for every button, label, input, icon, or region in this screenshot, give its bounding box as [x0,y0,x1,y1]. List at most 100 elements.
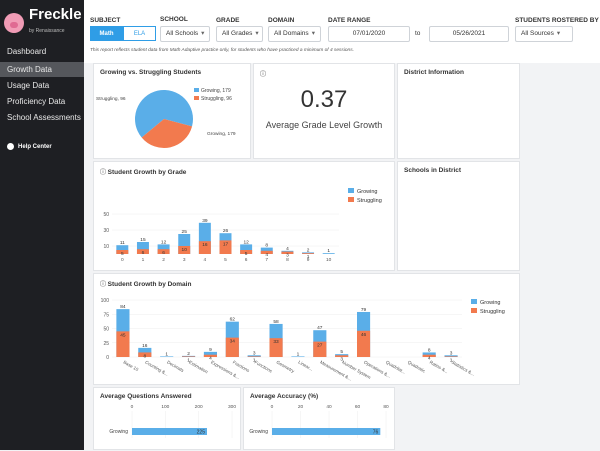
data-label-growing: 12 [161,239,167,245]
bar-struggling [422,354,436,357]
subject-math-button[interactable]: Math [90,26,123,41]
bar-growing [272,428,381,435]
info-icon[interactable]: ⓘ [260,72,267,78]
sidebar-item-dashboard[interactable]: Dashboard [7,47,47,56]
growth-by-grade-card: ⓘ Student Growth by Grade 10 30 50 11 5 0 15 6 1… [93,161,395,271]
sidebar-item-school-assessments[interactable]: School Assessments [7,113,81,122]
x-tick-label: 0 [131,404,134,410]
sidebar-item-usage-data[interactable]: Usage Data [7,81,50,90]
data-label-struggling: 34 [230,339,236,345]
bar-struggling [182,356,196,357]
date-from-input[interactable]: 07/01/2020 [328,26,410,42]
data-label-struggling: 33 [273,339,279,345]
x-tick-label: 6 [245,257,248,263]
legend-label-growing: Growing [480,300,500,306]
sidebar-item-proficiency-data[interactable]: Proficiency Data [7,97,66,106]
x-tick-label: Ratios &... [429,360,449,375]
pie-chart-title: Growing vs. Struggling Students [100,69,202,76]
subject-ela-button[interactable]: ELA [123,26,156,41]
x-tick-label: Geometry [276,360,296,375]
legend-label-struggling: Struggling [357,198,382,204]
bar-struggling [136,249,149,254]
freckle-logo[interactable]: Freckle by Renaissance [4,7,82,38]
bar-growing [178,234,191,254]
bar-growing [203,351,217,357]
data-label-growing: 62 [230,317,236,323]
legend-swatch-growing [348,188,354,193]
bar-struggling [203,354,217,357]
school-select[interactable]: All Schools [160,26,210,42]
data-label-growing: 25 [182,229,188,235]
x-tick-label: 7 [265,257,268,263]
data-label-growing: 5 [340,349,343,355]
subject-toggle: Math ELA [90,26,156,41]
x-tick-label: 0 [271,404,274,410]
average-accuracy-card: Average Accuracy (%) 0 20 40 60 80 Growing 76 [243,387,395,450]
date-to-input[interactable]: 05/26/2021 [429,26,509,42]
y-tick-label: 0 [106,355,109,361]
x-tick-label: 200 [195,404,203,410]
data-label-growing: 8 [265,243,268,249]
date-range-label: DATE RANGE [328,17,371,24]
bar-struggling [178,246,191,254]
sidebar-item-growth-data[interactable]: Growth Data [0,62,84,77]
bar-growing [116,245,129,254]
bar-growing [444,355,458,357]
data-label-struggling: 6 [142,250,145,256]
x-tick-label: 60 [355,404,361,410]
bar-growing [240,244,253,254]
data-label-struggling: 1 [307,254,310,260]
data-label-struggling: 17 [223,241,229,247]
school-label: SCHOOL [160,16,188,23]
district-information-title: District Information [404,69,464,76]
data-label-struggling: 27 [317,343,323,349]
report-note: This report reflects student data from M… [90,48,354,53]
y-category-label: Growing [249,429,268,435]
x-tick-label: Counting &... [144,360,169,377]
domain-select[interactable]: All Domains [268,26,321,42]
data-label-struggling: 4 [209,356,212,362]
info-icon[interactable]: ⓘ [100,282,108,288]
y-tick-label: 100 [101,298,110,304]
x-tick-label: 300 [228,404,236,410]
data-label-growing: 79 [361,307,367,313]
data-label-struggling: 10 [182,247,188,253]
grade-chart-title: Student Growth by Grade [107,169,187,176]
data-label-growing: 12 [243,239,249,245]
x-tick-label: 20 [298,404,304,410]
bar-growing [247,355,261,357]
y-tick-label: 50 [103,212,109,218]
x-tick-label: 80 [383,404,389,410]
data-label-growing: 1 [327,248,330,254]
help-center-link[interactable]: Help Center [7,143,52,150]
grade-select[interactable]: All Grades [216,26,263,42]
data-label-struggling: 8 [143,353,146,359]
data-label-growing: 3 [450,350,453,356]
x-tick-label: 8 [286,257,289,263]
data-label-growing: 1 [165,351,168,357]
legend-swatch-growing [194,88,199,92]
data-label: 225 [197,430,206,436]
bar-struggling [444,356,458,357]
bar-growing [136,242,149,254]
bar-struggling [313,341,327,357]
info-icon[interactable]: ⓘ [100,170,108,176]
average-questions-card: Average Questions Answered 0 100 200 300 Gro… [93,387,241,450]
data-label-growing: 11 [120,240,125,246]
data-label-struggling: 1 [253,357,256,363]
data-label-growing: 47 [317,325,323,331]
legend-swatch-struggling [471,308,477,313]
data-label-struggling: 5 [121,251,124,257]
data-label-growing: 8 [428,347,431,353]
legend-label-struggling: Struggling, 96 [201,96,232,102]
bar-struggling [240,250,253,254]
data-label-struggling: 16 [202,242,208,248]
filter-bar: SUBJECT Math ELA SCHOOL All Schools GRAD… [84,0,600,63]
data-label-struggling: 3 [286,253,289,259]
pie-slice-growing [135,89,193,138]
rostered-by-select[interactable]: All Sources [515,26,573,42]
data-label-struggling: 6 [162,250,165,256]
data-label-growing: 1 [297,351,300,357]
x-tick-label: 4 [204,257,207,263]
bar-growing [182,355,196,357]
